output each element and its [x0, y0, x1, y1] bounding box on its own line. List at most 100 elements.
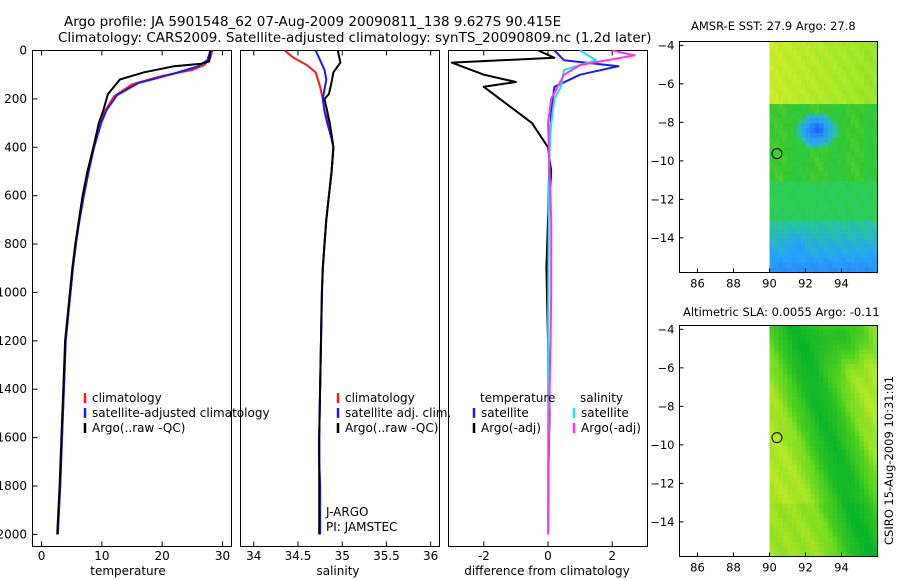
- heatmap-cell: [774, 132, 780, 139]
- heatmap-cell: [787, 441, 793, 447]
- heatmap-cell: [774, 493, 780, 500]
- heatmap-cell: [859, 542, 865, 548]
- heatmap-cell: [873, 190, 879, 197]
- heatmap-cell: [855, 373, 861, 380]
- heatmap-cell: [855, 243, 861, 250]
- heatmap-cell: [828, 339, 834, 346]
- heatmap-cell: [841, 262, 847, 269]
- heatmap-cell: [819, 94, 825, 100]
- heatmap-cell: [778, 542, 784, 548]
- heatmap-cell: [855, 80, 861, 86]
- heatmap-cell: [805, 65, 811, 71]
- heatmap-cell: [864, 219, 870, 225]
- heatmap-cell: [774, 253, 780, 259]
- heatmap-cell: [855, 104, 861, 110]
- heatmap-cell: [846, 465, 852, 471]
- heatmap-cell: [774, 392, 780, 399]
- heatmap-cell: [774, 55, 780, 62]
- heatmap-cell: [873, 209, 879, 216]
- heatmap-cell: [868, 41, 874, 47]
- heatmap-cell: [810, 426, 816, 432]
- heatmap-cell: [810, 364, 816, 370]
- heatmap-cell: [814, 243, 820, 250]
- heatmap-cell: [792, 392, 798, 399]
- heatmap-cell: [810, 185, 816, 192]
- heatmap-cell: [828, 373, 834, 380]
- heatmap-cell: [792, 368, 798, 375]
- heatmap-cell: [810, 325, 816, 331]
- heatmap-cell: [837, 137, 843, 144]
- heatmap-cell: [796, 368, 802, 375]
- heatmap-cell: [828, 445, 834, 452]
- heatmap-cell: [864, 99, 870, 105]
- heatmap-cell: [819, 551, 825, 558]
- difference-salinity-argo-adj-line: [547, 49, 636, 535]
- heatmap-cell: [841, 113, 847, 120]
- heatmap-cell: [864, 546, 870, 553]
- heatmap-cell: [864, 75, 870, 81]
- heatmap-cell: [787, 118, 793, 124]
- heatmap-cell: [841, 388, 847, 394]
- heatmap-cell: [796, 498, 802, 505]
- heatmap-cell: [823, 157, 829, 163]
- x-tick-label: -2: [478, 549, 490, 563]
- heatmap-cell: [810, 412, 816, 418]
- heatmap-cell: [769, 479, 775, 485]
- heatmap-cell: [841, 214, 847, 221]
- heatmap-cell: [846, 383, 852, 389]
- heatmap-cell: [837, 469, 843, 476]
- heatmap-cell: [769, 60, 775, 67]
- heatmap-cell: [778, 80, 784, 86]
- heatmap-cell: [855, 209, 861, 216]
- heatmap-cell: [814, 436, 820, 442]
- heatmap-cell: [832, 46, 838, 52]
- y-tick-label: 0: [19, 44, 27, 58]
- heatmap-cell: [805, 546, 811, 553]
- heatmap-cell: [805, 469, 811, 476]
- map-y-tick-label: −8: [658, 399, 675, 413]
- heatmap-cell: [787, 161, 793, 168]
- heatmap-cell: [850, 344, 856, 351]
- heatmap-cell: [796, 450, 802, 457]
- heatmap-cell: [864, 542, 870, 548]
- heatmap-cell: [819, 108, 825, 115]
- heatmap-cell: [828, 258, 834, 264]
- heatmap-cell: [792, 253, 798, 259]
- heatmap-cell: [837, 200, 843, 206]
- heatmap-cell: [850, 243, 856, 250]
- heatmap-cell: [864, 537, 870, 543]
- heatmap-cell: [864, 335, 870, 341]
- y-tick-label: 1400: [0, 382, 27, 396]
- heatmap-cell: [841, 142, 847, 148]
- heatmap-cell: [868, 262, 874, 269]
- heatmap-cell: [769, 431, 775, 437]
- heatmap-cell: [810, 469, 816, 476]
- heatmap-cell: [828, 498, 834, 505]
- heatmap-cell: [873, 551, 879, 558]
- heatmap-cell: [801, 450, 807, 457]
- heatmap-cell: [801, 253, 807, 259]
- heatmap-cell: [783, 484, 789, 490]
- heatmap-cell: [792, 190, 798, 197]
- heatmap-cell: [868, 349, 874, 355]
- heatmap-cell: [823, 258, 829, 264]
- heatmap-cell: [873, 161, 879, 168]
- heatmap-cell: [787, 224, 793, 230]
- heatmap-cell: [837, 450, 843, 457]
- heatmap-cell: [850, 65, 856, 71]
- heatmap-cell: [841, 383, 847, 389]
- heatmap-cell: [778, 157, 784, 163]
- heatmap-cell: [796, 489, 802, 495]
- heatmap-cell: [841, 166, 847, 173]
- heatmap-cell: [832, 147, 838, 153]
- heatmap-cell: [769, 335, 775, 341]
- heatmap-cell: [783, 51, 789, 57]
- heatmap-cell: [832, 436, 838, 442]
- heatmap-cell: [801, 118, 807, 124]
- figure-title-line1: Argo profile: JA 5901548_62 07-Aug-2009 …: [64, 14, 561, 30]
- heatmap-cell: [819, 123, 825, 129]
- heatmap-cell: [864, 142, 870, 148]
- heatmap-cell: [814, 229, 820, 235]
- heatmap-cell: [859, 262, 865, 269]
- heatmap-cell: [814, 262, 820, 269]
